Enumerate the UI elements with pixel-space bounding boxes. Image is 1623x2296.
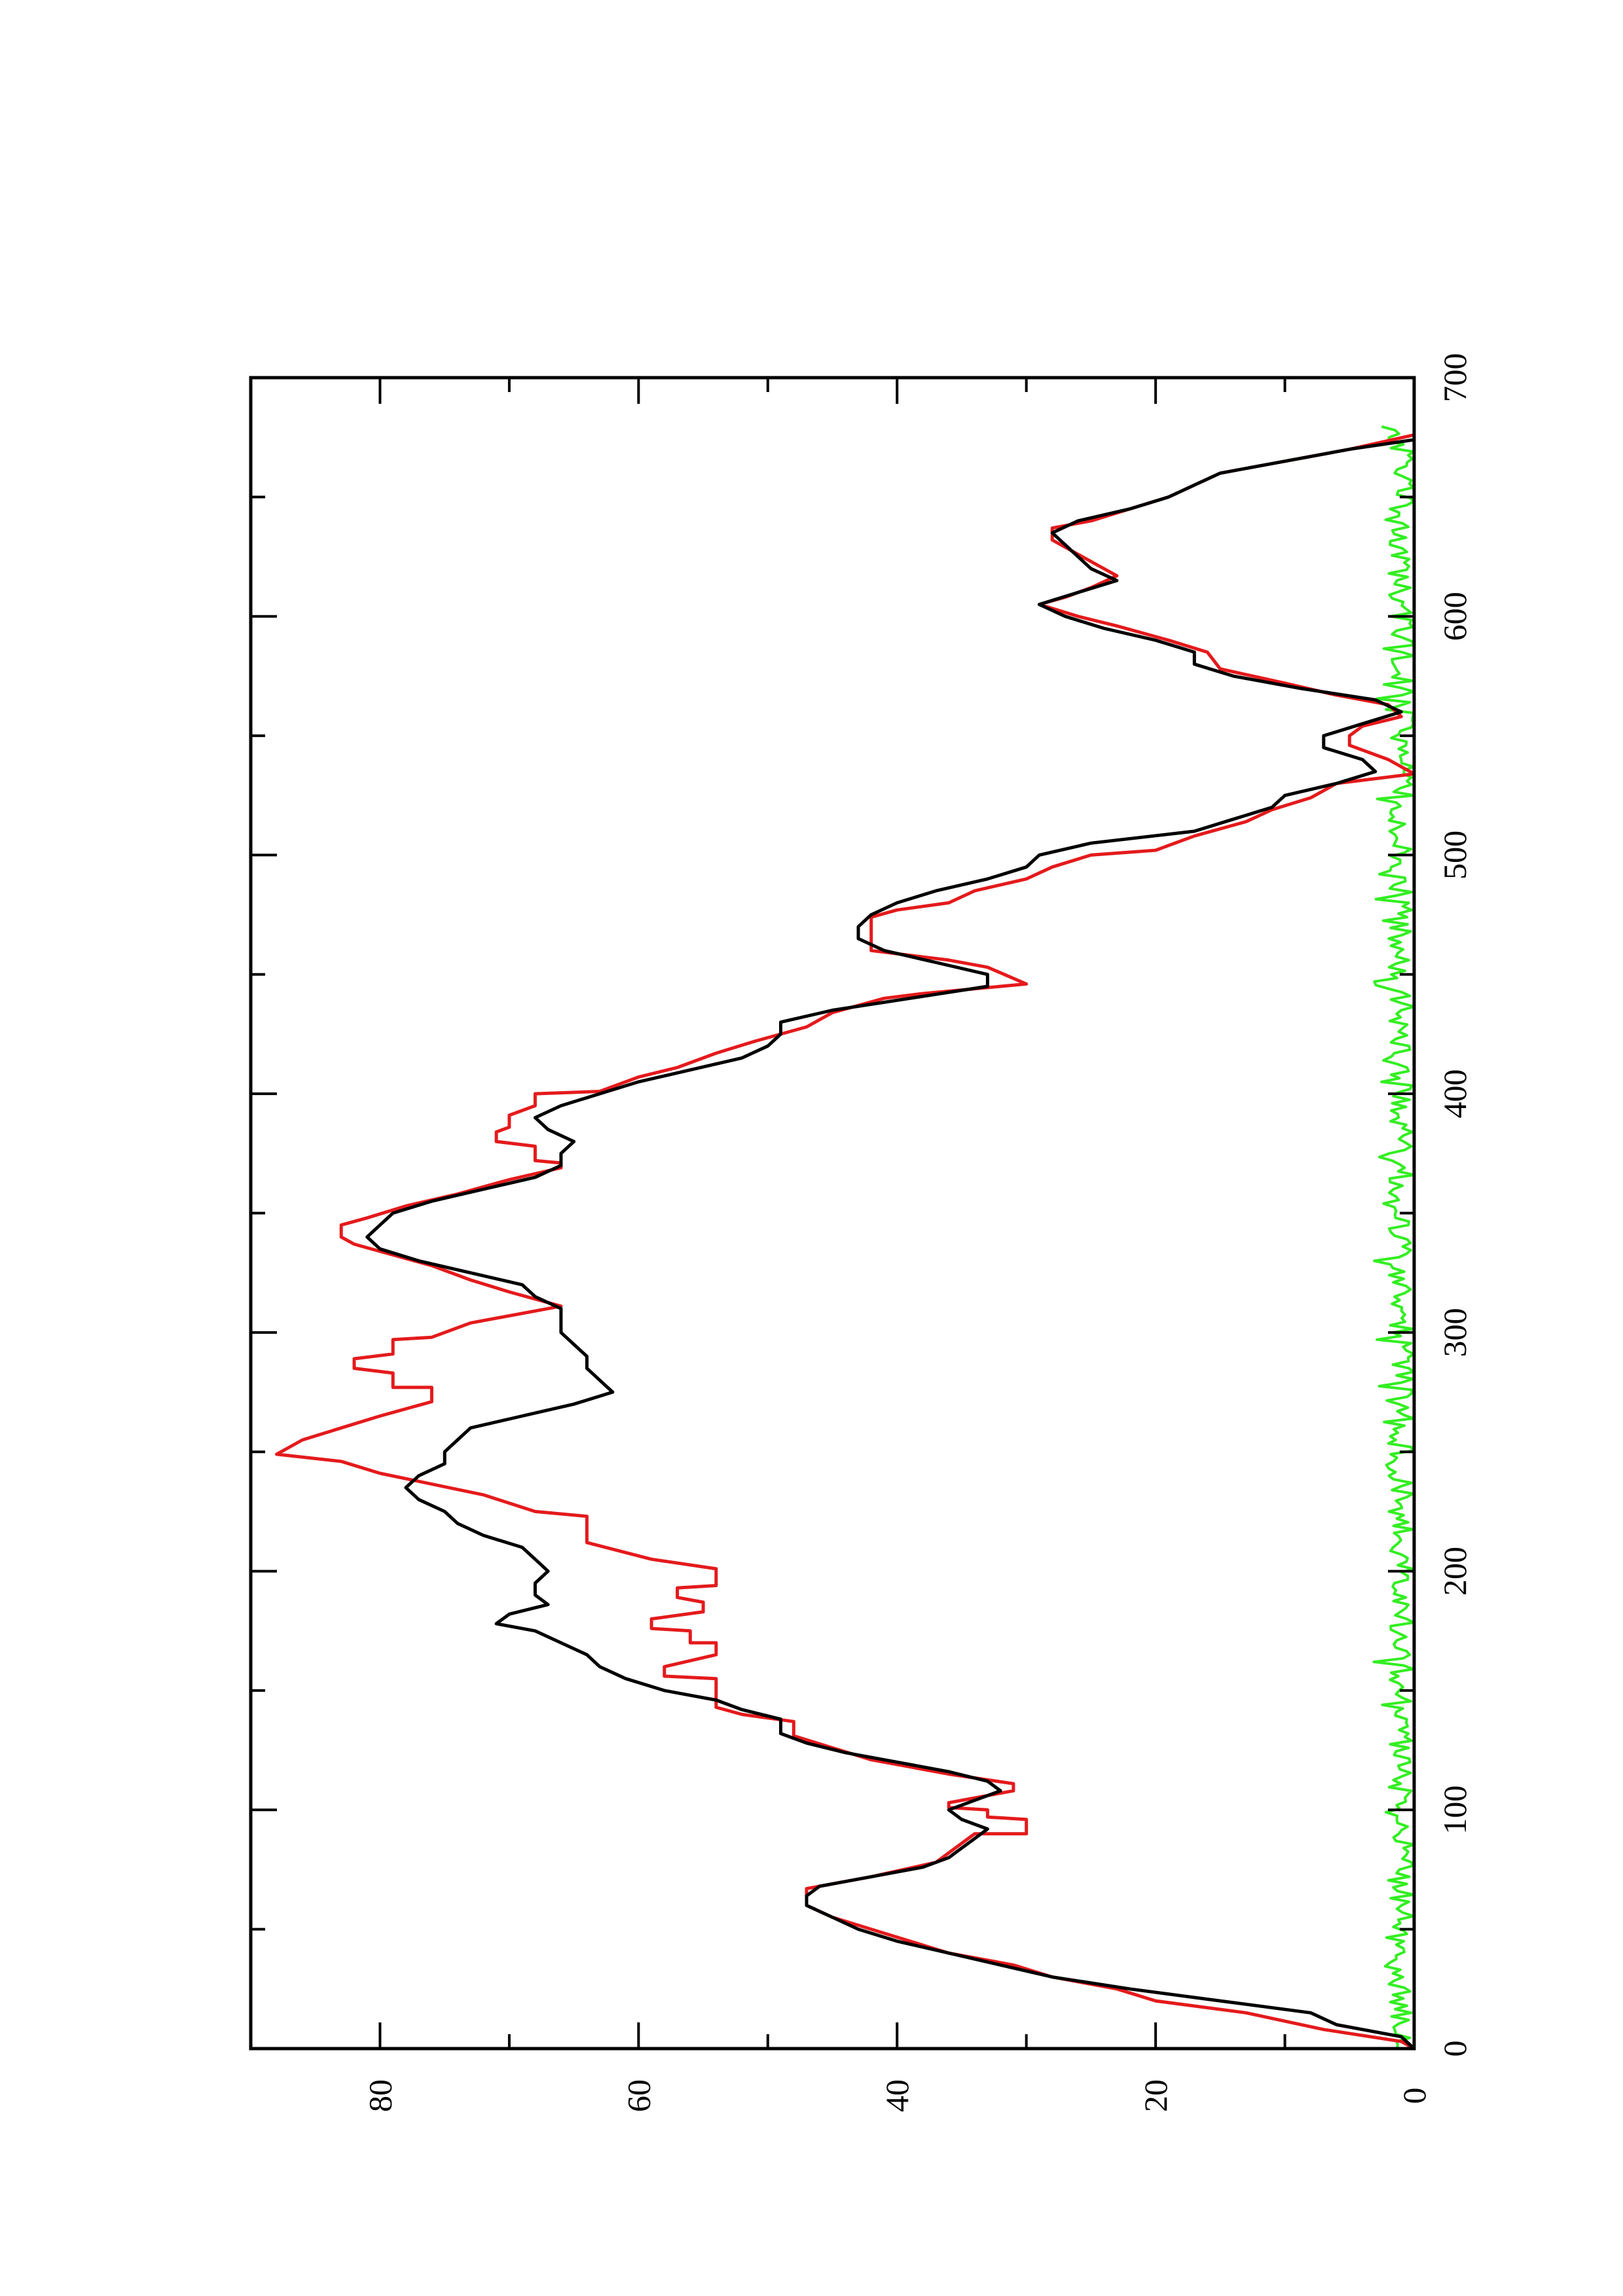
plot-frame — [249, 376, 1416, 2051]
ticks-layer — [251, 376, 1415, 2050]
x-tick-label: 300 — [1436, 1308, 1473, 1357]
series-line-1 — [365, 438, 1415, 2050]
x-tick-label: 200 — [1436, 1547, 1473, 1596]
x-tick-label: 600 — [1436, 592, 1473, 641]
y-tick-label: 80 — [361, 2079, 398, 2112]
plot-area: 0 100 200 300 400 500 600 700 0 20 40 60 80 — [249, 353, 1473, 2113]
series-layer — [275, 425, 1416, 2051]
x-tick-label: 100 — [1436, 1785, 1473, 1835]
x-tick-label: 0 — [1436, 2041, 1473, 2057]
series-line-3 — [1372, 425, 1415, 2049]
y-tick-label: 0 — [1396, 2088, 1432, 2104]
x-tick-label: 500 — [1436, 831, 1473, 880]
tick-labels-layer: 0 100 200 300 400 500 600 700 0 20 40 60 80 — [361, 353, 1473, 2113]
y-tick-label: 20 — [1137, 2079, 1174, 2112]
x-tick-label: 400 — [1436, 1069, 1473, 1119]
y-tick-label: 40 — [879, 2079, 915, 2112]
y-tick-label: 60 — [620, 2079, 657, 2112]
x-tick-label: 700 — [1436, 353, 1473, 403]
